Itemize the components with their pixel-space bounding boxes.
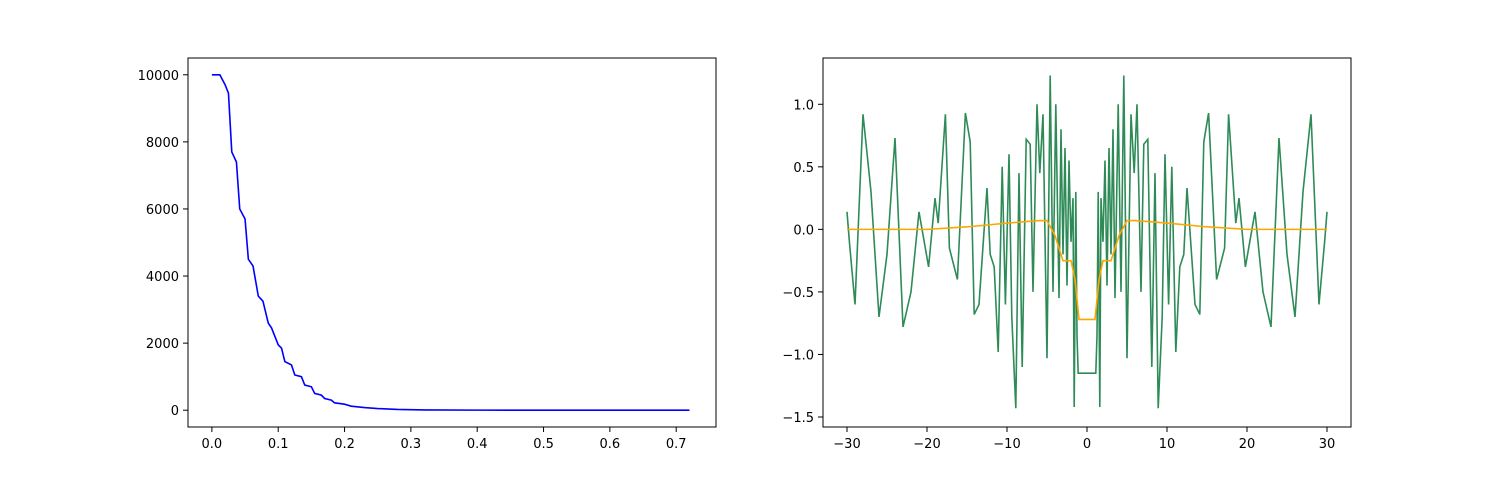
x-tick-label: 0.4 (467, 437, 488, 452)
x-tick-label: −20 (913, 437, 940, 452)
y-tick-label: 0 (171, 404, 179, 419)
x-tick-label: 0.1 (268, 437, 289, 452)
x-tick-label: −10 (993, 437, 1020, 452)
y-tick-label: 4000 (146, 270, 179, 285)
x-tick-label: 0.0 (202, 437, 223, 452)
y-tick-label: 6000 (146, 203, 179, 218)
x-tick-label: 10 (1159, 437, 1176, 452)
data-line (211, 73, 690, 412)
y-tick-label: 10000 (138, 69, 179, 84)
y-tick-label: −1.0 (782, 348, 814, 363)
axes-frame (822, 57, 1352, 428)
x-tick-label: 0.5 (533, 437, 554, 452)
y-tick-label: 1.0 (793, 98, 814, 113)
x-tick-label: 30 (1319, 437, 1336, 452)
x-tick-label: 0.6 (600, 437, 621, 452)
x-tick-label: 0.2 (334, 437, 355, 452)
y-tick-label: 2000 (146, 337, 179, 352)
data-line (846, 75, 1328, 409)
y-tick-label: −0.5 (782, 286, 814, 301)
x-tick-label: 0.3 (401, 437, 422, 452)
y-tick-label: 0.0 (793, 223, 814, 238)
y-tick-label: 0.5 (793, 161, 814, 176)
x-tick-label: 0.7 (666, 437, 687, 452)
x-tick-label: 0 (1083, 437, 1091, 452)
axes-frame (187, 57, 717, 428)
y-tick-label: 8000 (146, 136, 179, 151)
x-tick-label: −30 (833, 437, 860, 452)
y-tick-label: −1.5 (782, 411, 814, 426)
x-tick-label: 20 (1239, 437, 1256, 452)
data-line (847, 219, 1327, 321)
